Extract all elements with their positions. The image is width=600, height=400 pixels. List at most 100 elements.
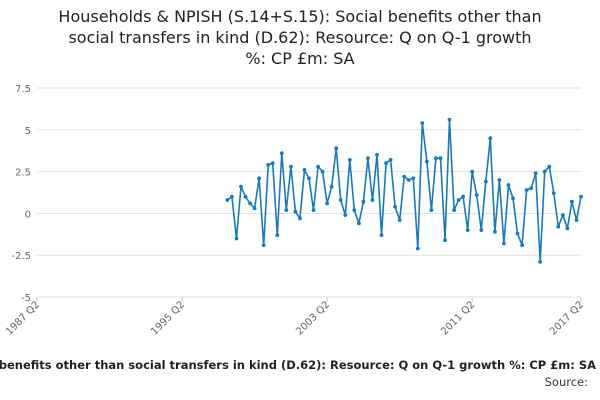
data-point bbox=[434, 156, 438, 161]
data-point bbox=[524, 188, 529, 192]
y-tick-label: 5 bbox=[25, 126, 31, 137]
data-point bbox=[538, 260, 543, 264]
data-point bbox=[261, 243, 266, 248]
gridlines bbox=[37, 87, 581, 298]
data-point bbox=[325, 201, 329, 206]
data-point bbox=[470, 169, 475, 174]
y-tick-label: 0 bbox=[25, 209, 31, 220]
data-point bbox=[425, 159, 429, 164]
x-tick-label: 2017 Q2 bbox=[548, 299, 586, 337]
data-point bbox=[338, 198, 343, 202]
chart-source: Source: bbox=[544, 375, 588, 389]
x-tick-label: 1995 Q2 bbox=[149, 299, 187, 337]
x-tick-label: 2011 Q2 bbox=[439, 299, 477, 337]
data-point bbox=[461, 194, 465, 199]
data-point bbox=[465, 228, 470, 233]
data-point bbox=[334, 146, 339, 151]
data-point bbox=[275, 233, 280, 238]
data-point bbox=[493, 229, 497, 234]
y-tick-label: 7.5 bbox=[15, 84, 31, 95]
data-point bbox=[366, 156, 370, 161]
y-tick-label: 2.5 bbox=[15, 168, 31, 179]
data-point bbox=[561, 213, 565, 218]
data-point bbox=[515, 231, 520, 236]
data-point bbox=[243, 194, 248, 199]
data-point bbox=[388, 158, 393, 162]
data-point bbox=[452, 208, 456, 213]
chart-title: Households & NPISH (S.14+S.15): Social b… bbox=[0, 6, 600, 69]
data-point bbox=[311, 208, 316, 213]
data-point bbox=[447, 117, 452, 122]
data-point bbox=[551, 191, 556, 196]
data-point bbox=[488, 136, 493, 141]
data-point bbox=[289, 164, 293, 169]
data-point bbox=[279, 151, 284, 156]
data-point bbox=[420, 121, 425, 125]
data-point bbox=[579, 194, 583, 199]
data-point bbox=[520, 243, 524, 248]
data-point bbox=[384, 161, 388, 166]
data-point bbox=[574, 218, 579, 223]
data-point bbox=[302, 168, 307, 172]
data-point bbox=[474, 193, 479, 197]
data-point bbox=[347, 158, 352, 162]
data-point bbox=[307, 176, 311, 181]
data-point bbox=[429, 208, 434, 213]
data-point bbox=[397, 218, 402, 223]
x-tick-label: 1987 Q2 bbox=[4, 299, 42, 337]
data-point bbox=[266, 163, 271, 167]
chart-title-line-2: social transfers in kind (D.62): Resourc… bbox=[68, 28, 532, 47]
data-point bbox=[443, 238, 447, 243]
y-tick-label: -2.5 bbox=[11, 251, 31, 262]
data-point bbox=[483, 179, 488, 184]
data-point bbox=[375, 153, 379, 157]
data-point bbox=[393, 204, 397, 209]
data-point bbox=[406, 178, 411, 182]
data-point bbox=[415, 246, 420, 251]
data-point bbox=[570, 199, 574, 204]
data-point bbox=[379, 233, 384, 238]
y-axis-ticks: -5 -2.5 0 2.5 5 7.5 bbox=[11, 84, 31, 304]
x-axis-ticks: 1987 Q2 1995 Q2 2003 Q2 2011 Q2 2017 Q2 bbox=[4, 297, 586, 337]
data-point bbox=[270, 161, 275, 166]
data-point bbox=[556, 224, 561, 229]
chart-caption: Households & NPISH (S.14+S.15): Social b… bbox=[0, 358, 596, 372]
data-point bbox=[225, 198, 230, 202]
chart-title-line-3: %: CP £m: SA bbox=[245, 49, 355, 68]
data-point bbox=[352, 208, 357, 213]
data-point bbox=[320, 169, 325, 174]
data-point bbox=[533, 171, 538, 176]
data-point bbox=[257, 176, 261, 181]
data-point bbox=[529, 186, 533, 191]
data-point bbox=[252, 206, 257, 211]
data-point bbox=[248, 201, 253, 206]
data-point bbox=[411, 176, 416, 181]
data-point bbox=[293, 209, 298, 214]
data-point bbox=[357, 221, 361, 226]
chart-caption-area: Households & NPISH (S.14+S.15): Social b… bbox=[0, 358, 600, 398]
data-point bbox=[316, 164, 320, 169]
data-point bbox=[230, 194, 234, 199]
y-tick-label: -5 bbox=[21, 293, 31, 304]
data-point bbox=[361, 199, 366, 204]
data-point bbox=[438, 156, 443, 161]
data-point bbox=[456, 198, 461, 202]
data-point bbox=[239, 184, 243, 189]
chart-title-line-1: Households & NPISH (S.14+S.15): Social b… bbox=[58, 7, 542, 26]
data-point bbox=[298, 216, 302, 221]
data-point bbox=[479, 228, 484, 233]
data-point bbox=[547, 164, 552, 169]
data-point bbox=[565, 226, 570, 231]
data-point bbox=[402, 174, 407, 179]
series-layer bbox=[225, 117, 583, 264]
data-point bbox=[502, 241, 506, 246]
data-point bbox=[284, 208, 289, 213]
data-point bbox=[511, 196, 515, 201]
data-point bbox=[370, 198, 375, 202]
x-tick-label: 2003 Q2 bbox=[294, 299, 332, 337]
data-point bbox=[329, 184, 334, 189]
data-point bbox=[542, 169, 547, 174]
data-point bbox=[506, 183, 511, 187]
data-point bbox=[343, 213, 348, 218]
